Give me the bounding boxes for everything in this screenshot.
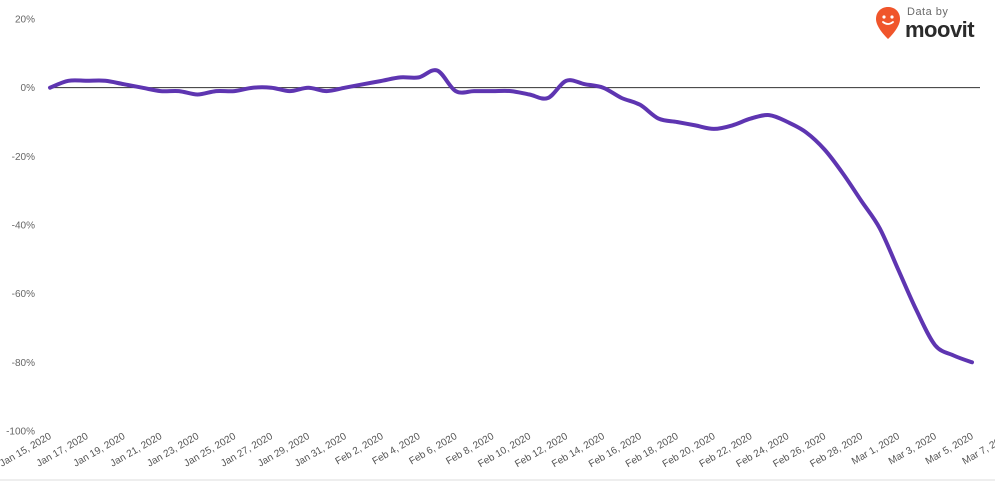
brand-name: moovit (905, 17, 975, 42)
y-tick-label: -60% (12, 289, 35, 300)
bottom-edge (0, 479, 995, 481)
y-tick-label: 0% (21, 83, 36, 94)
data-by-label: Data by (907, 6, 949, 18)
moovit-logo: Data by moovit (871, 4, 989, 44)
y-axis: 20% 0% -20% -40% -60% -80% -100% (6, 15, 35, 438)
y-tick-label: -20% (12, 152, 35, 163)
moovit-pin-icon (876, 7, 900, 39)
y-tick-label: 20% (15, 15, 35, 26)
y-tick-label: -40% (12, 221, 35, 232)
series-line (48, 68, 974, 365)
y-tick-label: -100% (6, 427, 35, 438)
y-tick-label: -80% (12, 358, 35, 369)
